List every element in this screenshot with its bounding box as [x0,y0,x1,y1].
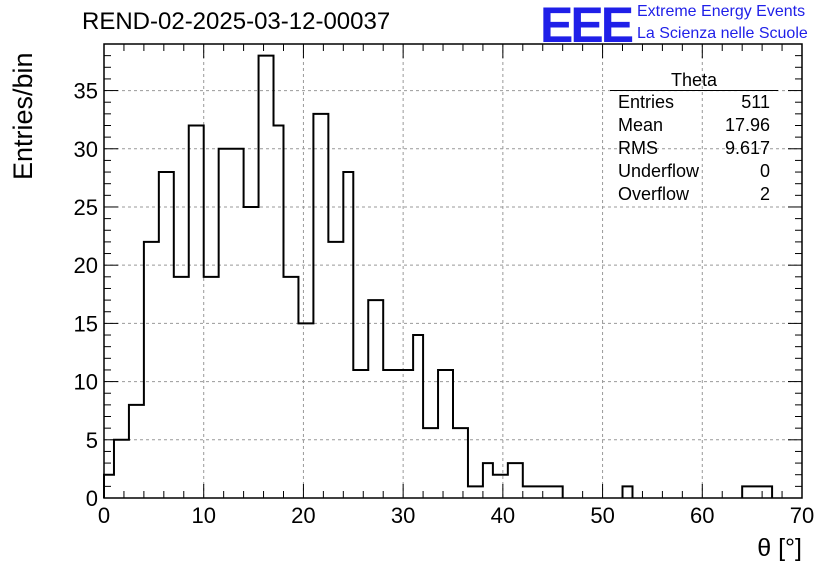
logo-line-2: La Scienza nelle Scuole [637,25,808,42]
histogram-outline [103,54,774,498]
y-tick-label: 30 [74,137,98,162]
stats-row-underflow: Underflow 0 [610,160,778,183]
histogram-bin [423,428,438,498]
y-tick-label: 0 [86,486,98,511]
x-tick-label: 0 [98,503,110,528]
x-tick-label: 10 [191,503,215,528]
x-tick-label: 20 [291,503,315,528]
stats-box: Theta Entries 511 Mean 17.96 RMS 9.617 U… [610,70,778,206]
y-tick-label: 10 [74,370,98,395]
y-tick-label: 25 [74,195,98,220]
histogram-bin [508,463,523,498]
chart-title: REND-02-2025-03-12-00037 [82,8,391,35]
stats-value: 2 [759,184,770,204]
histogram-bin [468,486,483,498]
histogram-bin [493,475,508,498]
stats-label: RMS [618,138,658,158]
stats-value: 17.96 [724,115,770,135]
x-tick-label: 50 [590,503,614,528]
stats-label: Entries [618,92,675,112]
stats-label: Underflow [618,161,700,181]
stats-row-rms: RMS 9.617 [610,137,778,160]
x-tick-label: 30 [391,503,415,528]
x-tick-label: 40 [491,503,515,528]
histogram-bin [313,114,328,498]
x-tick-label: 60 [690,503,714,528]
histogram-bin [204,277,219,498]
histogram-bin [483,463,493,498]
stats-value: 9.617 [724,138,770,158]
y-tick-label: 35 [74,79,98,104]
histogram-bin [283,277,298,498]
y-tick-label: 5 [86,428,98,453]
logo-line-1: Extreme Energy Events [637,3,806,20]
histogram-bin [159,172,174,498]
histogram-bin [398,370,413,498]
histogram-bin [144,242,159,498]
x-tick-label: 70 [790,503,814,528]
stats-row-mean: Mean 17.96 [610,114,778,137]
stats-label: Mean [618,115,664,135]
stats-row-overflow: Overflow 2 [610,183,778,206]
histogram-bin [328,242,343,498]
stats-value: 0 [759,161,770,181]
y-tick-label: 20 [74,253,98,278]
histogram-bin [453,428,468,498]
histogram-bin [742,486,772,498]
stats-row-entries: Entries 511 [610,91,778,114]
stats-value: 511 [741,92,770,112]
histogram-bin [438,370,453,498]
histogram-bin [368,300,383,498]
stats-label: Overflow [618,184,690,204]
histogram-bin [343,172,353,498]
histogram-bin [623,486,633,498]
histogram-bin [114,440,129,498]
stats-title: Theta [610,70,778,91]
histogram-bin [353,370,368,498]
histogram-bin [244,207,259,498]
histogram-bin [189,125,204,498]
histogram-bin [174,277,189,498]
plot-frame [103,43,803,499]
histogram-bin [259,56,274,498]
histogram-bin [274,125,284,498]
x-axis-label: θ [°] [757,534,802,562]
y-tick-label: 15 [74,311,98,336]
histogram-bin [383,370,398,498]
histogram-bin [413,335,423,498]
histogram-bin [298,323,313,498]
eee-logo: EEE [540,0,634,53]
histogram-bin [129,405,144,498]
